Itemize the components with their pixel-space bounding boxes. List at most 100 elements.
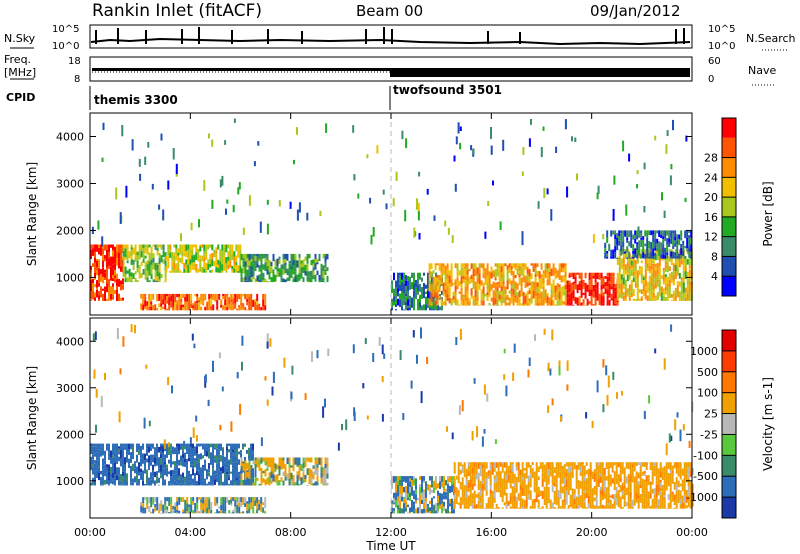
nsearch-tick-top: 10^5 xyxy=(708,24,735,35)
x-tick-label: 20:00 xyxy=(576,526,608,539)
data-region xyxy=(428,263,567,306)
freq-tick-top: 18 xyxy=(68,56,81,67)
colorbar-swatch xyxy=(722,434,736,456)
colorbar-swatch xyxy=(722,330,736,351)
velocity-y-axis-label: Slant Range [km] xyxy=(25,366,39,470)
y-tick-label: 3000 xyxy=(56,382,84,395)
colorbar-swatch xyxy=(722,256,736,277)
x-tick-label: 08:00 xyxy=(275,526,307,539)
power-plot: 1000 2000 3000 4000 Slant Range [km] xyxy=(25,112,693,316)
power-y-ticks: 1000 2000 3000 4000 xyxy=(56,130,692,284)
colorbar-swatch xyxy=(722,476,736,498)
y-tick-label: 2000 xyxy=(56,428,84,441)
time-x-ticks: 00:00 04:00 08:00 12:00 16:00 20:00 00:00 xyxy=(74,113,708,539)
colorbar-tick-label: -25 xyxy=(700,428,718,441)
data-region xyxy=(566,272,619,306)
x-tick-label: 00:00 xyxy=(74,526,106,539)
data-region xyxy=(90,443,254,486)
cpid-segment-twofsound: twofsound 3501 xyxy=(393,83,502,97)
y-tick-label: 1000 xyxy=(56,271,84,284)
colorbar-tick-label: -500 xyxy=(693,470,718,483)
colorbar-tick-label: 25 xyxy=(704,408,718,421)
data-region xyxy=(391,476,455,514)
power-y-axis-label: Slant Range [km] xyxy=(25,162,39,266)
nsky-label: N.Sky xyxy=(4,32,36,45)
y-tick-label: 2000 xyxy=(56,224,84,237)
colorbar-swatch xyxy=(722,455,736,477)
y-tick-label: 4000 xyxy=(56,335,84,348)
velocity-colorbar: 1000 500 100 25 -25 -100 -500 -1000 xyxy=(686,329,737,519)
freq-tick-bottom: 8 xyxy=(74,74,80,85)
colorbar-swatch xyxy=(722,350,736,372)
data-region xyxy=(140,497,267,514)
data-region xyxy=(604,230,693,259)
freq-trace-themis xyxy=(92,68,390,71)
nsky-tick-top: 10^5 xyxy=(52,24,79,35)
cpid-segment-themis: themis 3300 xyxy=(94,93,178,107)
freq-unit: [MHz] xyxy=(4,66,36,79)
nsky-tick-bottom: 10^0 xyxy=(52,41,79,52)
velocity-y-ticks: 1000 2000 3000 4000 xyxy=(56,335,692,488)
colorbar-swatch xyxy=(722,276,736,296)
colorbar-swatch xyxy=(722,392,736,414)
beam-label: Beam 00 xyxy=(356,2,423,20)
velocity-colorbar-label: Velocity [m s-1] xyxy=(761,377,775,471)
x-tick-label: 04:00 xyxy=(174,526,206,539)
colorbar-swatch xyxy=(722,197,736,217)
colorbar-tick-label: 20 xyxy=(704,191,718,204)
sparse-echoes xyxy=(91,118,688,247)
nsearch-label: N.Search xyxy=(746,32,796,45)
x-tick-label: 12:00 xyxy=(375,526,407,539)
colorbar-tick-label: 12 xyxy=(704,231,718,244)
colorbar-tick-label: 16 xyxy=(704,211,718,224)
y-tick-label: 3000 xyxy=(56,177,84,190)
colorbar-tick-label: 100 xyxy=(697,387,718,400)
nave-tick-top: 60 xyxy=(708,56,721,67)
nsky-spikes xyxy=(95,27,685,44)
colorbar-tick-label: 28 xyxy=(704,152,718,165)
x-tick-label: 00:00 xyxy=(676,526,708,539)
power-colorbar-label: Power [dB] xyxy=(761,181,775,246)
freq-panel xyxy=(89,56,693,82)
colorbar-swatch xyxy=(722,157,736,178)
colorbar-tick-label: 500 xyxy=(697,366,718,379)
power-colorbar: 4 8 12 16 20 24 28 xyxy=(704,117,737,297)
colorbar-swatch xyxy=(722,497,736,518)
x-tick-label: 16:00 xyxy=(475,526,507,539)
data-region xyxy=(240,253,329,283)
colorbar-swatch xyxy=(722,118,736,138)
nave-tick-bottom: 0 xyxy=(708,74,714,85)
date-label: 09/Jan/2012 xyxy=(590,2,681,20)
nave-label: Nave xyxy=(748,64,776,77)
data-region xyxy=(165,244,242,273)
nsky-panel xyxy=(89,24,693,49)
colorbar-swatch xyxy=(722,371,736,393)
colorbar-tick-label: -1000 xyxy=(686,491,718,504)
freq-label: Freq. xyxy=(4,53,31,66)
data-region xyxy=(453,462,694,509)
colorbar-tick-label: 1000 xyxy=(690,345,718,358)
colorbar-swatch xyxy=(722,236,736,257)
colorbar-tick-label: 4 xyxy=(711,270,718,283)
velocity-data xyxy=(90,324,694,514)
freq-trace-twofsound xyxy=(390,68,690,77)
time-axis-label: Time UT xyxy=(365,539,416,553)
y-tick-label: 1000 xyxy=(56,475,84,488)
data-region xyxy=(140,293,267,311)
colorbar-tick-label: 8 xyxy=(711,250,718,263)
colorbar-tick-label: -100 xyxy=(693,449,718,462)
cpid-label: CPID xyxy=(6,91,35,104)
data-region xyxy=(122,244,167,283)
power-data xyxy=(90,118,693,311)
colorbar-swatch xyxy=(722,177,736,198)
colorbar-tick-label: 24 xyxy=(704,171,718,184)
plot-title: Rankin Inlet (fitACF) xyxy=(92,1,262,21)
colorbar-swatch xyxy=(722,413,736,435)
data-region xyxy=(240,457,329,486)
y-tick-label: 4000 xyxy=(56,130,84,143)
colorbar-swatch xyxy=(722,216,736,237)
nsearch-tick-bottom: 10^0 xyxy=(708,41,735,52)
colorbar-swatch xyxy=(722,137,736,158)
